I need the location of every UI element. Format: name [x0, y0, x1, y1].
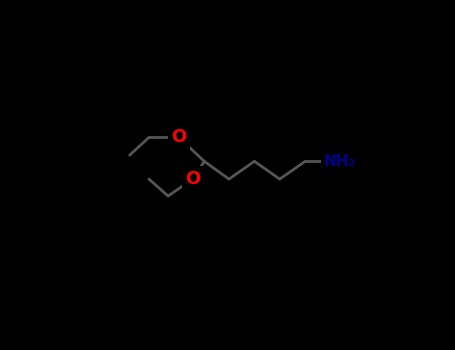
Text: NH₂: NH₂	[324, 154, 356, 169]
Text: O: O	[185, 170, 200, 188]
Text: O: O	[171, 128, 187, 147]
